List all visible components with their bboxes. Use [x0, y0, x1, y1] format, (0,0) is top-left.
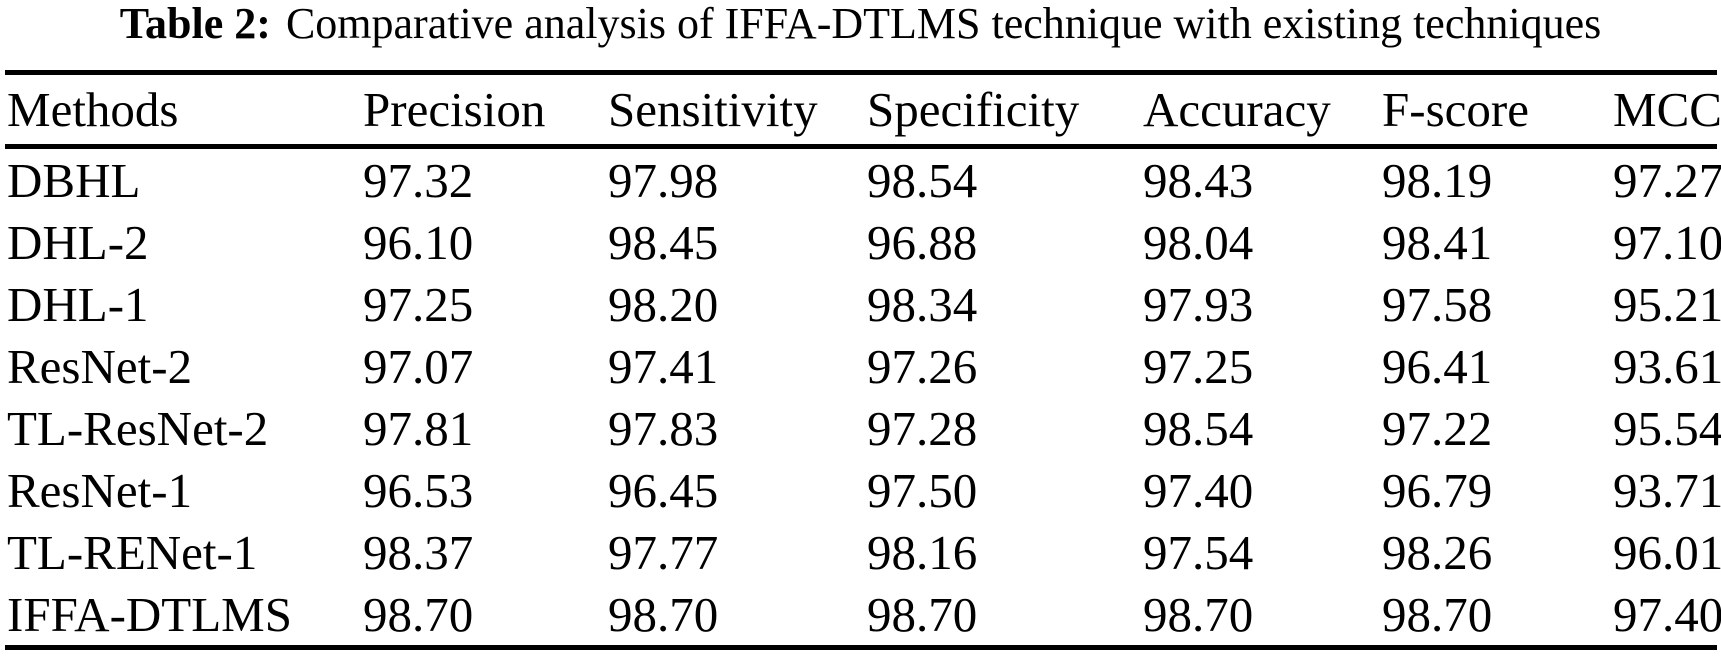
value-cell: 97.40 [1613, 586, 1721, 642]
value-cell: 98.45 [608, 214, 719, 270]
table-row: ResNet-1 96.53 96.45 97.50 97.40 96.79 93.71 [5, 459, 1721, 521]
value-cell: 97.81 [363, 400, 474, 456]
method-cell: ResNet-2 [7, 338, 193, 394]
value-cell: 98.34 [867, 276, 978, 332]
value-cell: 98.54 [867, 152, 978, 208]
value-cell: 98.70 [1143, 586, 1254, 642]
value-cell: 95.21 [1613, 276, 1721, 332]
table-row: IFFA-DTLMS 98.70 98.70 98.70 98.70 98.70 97.40 [5, 583, 1721, 648]
header-row: Methods Precision Sensitivity Specificit… [5, 72, 1721, 149]
value-cell: 98.70 [867, 586, 978, 642]
value-cell: 97.25 [363, 276, 474, 332]
value-cell: 97.93 [1143, 276, 1254, 332]
value-cell: 98.20 [608, 276, 719, 332]
table-caption: Table 2: Comparative analysis of IFFA-DTL… [0, 1, 1721, 47]
method-cell: ResNet-1 [7, 462, 193, 518]
value-cell: 98.26 [1382, 524, 1493, 580]
value-cell: 96.10 [363, 214, 474, 270]
value-cell: 96.01 [1613, 524, 1721, 580]
method-cell: TL-RENet-1 [7, 524, 258, 580]
value-cell: 98.19 [1382, 152, 1493, 208]
value-cell: 95.54 [1613, 400, 1721, 456]
table-body: DBHL 97.32 97.98 98.54 98.43 98.19 97.27 DHL-2 9… [5, 147, 1721, 648]
value-cell: 97.22 [1382, 400, 1493, 456]
method-cell: TL-ResNet-2 [7, 400, 269, 456]
value-cell: 96.79 [1382, 462, 1493, 518]
value-cell: 96.45 [608, 462, 719, 518]
comparison-table: Methods Precision Sensitivity Specificit… [5, 70, 1721, 650]
table-row: TL-ResNet-2 97.81 97.83 97.28 98.54 97.22 95.5… [5, 397, 1721, 459]
value-cell: 96.41 [1382, 338, 1493, 394]
value-cell: 98.16 [867, 524, 978, 580]
method-cell: DHL-2 [7, 214, 149, 270]
value-cell: 97.32 [363, 152, 474, 208]
value-cell: 97.58 [1382, 276, 1493, 332]
value-cell: 97.27 [1613, 152, 1721, 208]
table-row: DHL-2 96.10 98.45 96.88 98.04 98.41 97.10 [5, 211, 1721, 273]
method-cell: IFFA-DTLMS [7, 586, 292, 642]
value-cell: 98.37 [363, 524, 474, 580]
value-cell: 93.61 [1613, 338, 1721, 394]
column-header-specificity: Specificity [865, 72, 1141, 149]
value-cell: 93.71 [1613, 462, 1721, 518]
table-row: ResNet-2 97.07 97.41 97.26 97.25 96.41 93.61 [5, 335, 1721, 397]
column-header-fscore: F-score [1380, 72, 1611, 149]
table-row: DBHL 97.32 97.98 98.54 98.43 98.19 97.27 [5, 147, 1721, 212]
table-row: DHL-1 97.25 98.20 98.34 97.93 97.58 95.21 [5, 273, 1721, 335]
value-cell: 97.98 [608, 152, 719, 208]
value-cell: 97.40 [1143, 462, 1254, 518]
value-cell: 96.53 [363, 462, 474, 518]
value-cell: 97.54 [1143, 524, 1254, 580]
value-cell: 97.25 [1143, 338, 1254, 394]
column-header-mcc: MCC [1611, 72, 1721, 149]
table-caption-text: Comparative analysis of IFFA-DTLMS techn… [285, 0, 1602, 48]
value-cell: 98.70 [363, 586, 474, 642]
value-cell: 97.07 [363, 338, 474, 394]
table-row: TL-RENet-1 98.37 97.77 98.16 97.54 98.26 96.01 [5, 521, 1721, 583]
method-cell: DBHL [7, 152, 141, 208]
value-cell: 97.41 [608, 338, 719, 394]
value-cell: 97.50 [867, 462, 978, 518]
value-cell: 97.28 [867, 400, 978, 456]
column-header-accuracy: Accuracy [1141, 72, 1380, 149]
value-cell: 97.77 [608, 524, 719, 580]
value-cell: 96.88 [867, 214, 978, 270]
value-cell: 98.70 [1382, 586, 1493, 642]
value-cell: 98.41 [1382, 214, 1493, 270]
table-caption-label: Table 2: [119, 0, 271, 48]
value-cell: 98.43 [1143, 152, 1254, 208]
value-cell: 97.10 [1613, 214, 1721, 270]
value-cell: 97.26 [867, 338, 978, 394]
value-cell: 98.54 [1143, 400, 1254, 456]
column-header-sensitivity: Sensitivity [606, 72, 865, 149]
column-header-precision: Precision [361, 72, 606, 149]
value-cell: 97.83 [608, 400, 719, 456]
column-header-methods: Methods [5, 72, 361, 149]
value-cell: 98.70 [608, 586, 719, 642]
value-cell: 98.04 [1143, 214, 1254, 270]
method-cell: DHL-1 [7, 276, 149, 332]
